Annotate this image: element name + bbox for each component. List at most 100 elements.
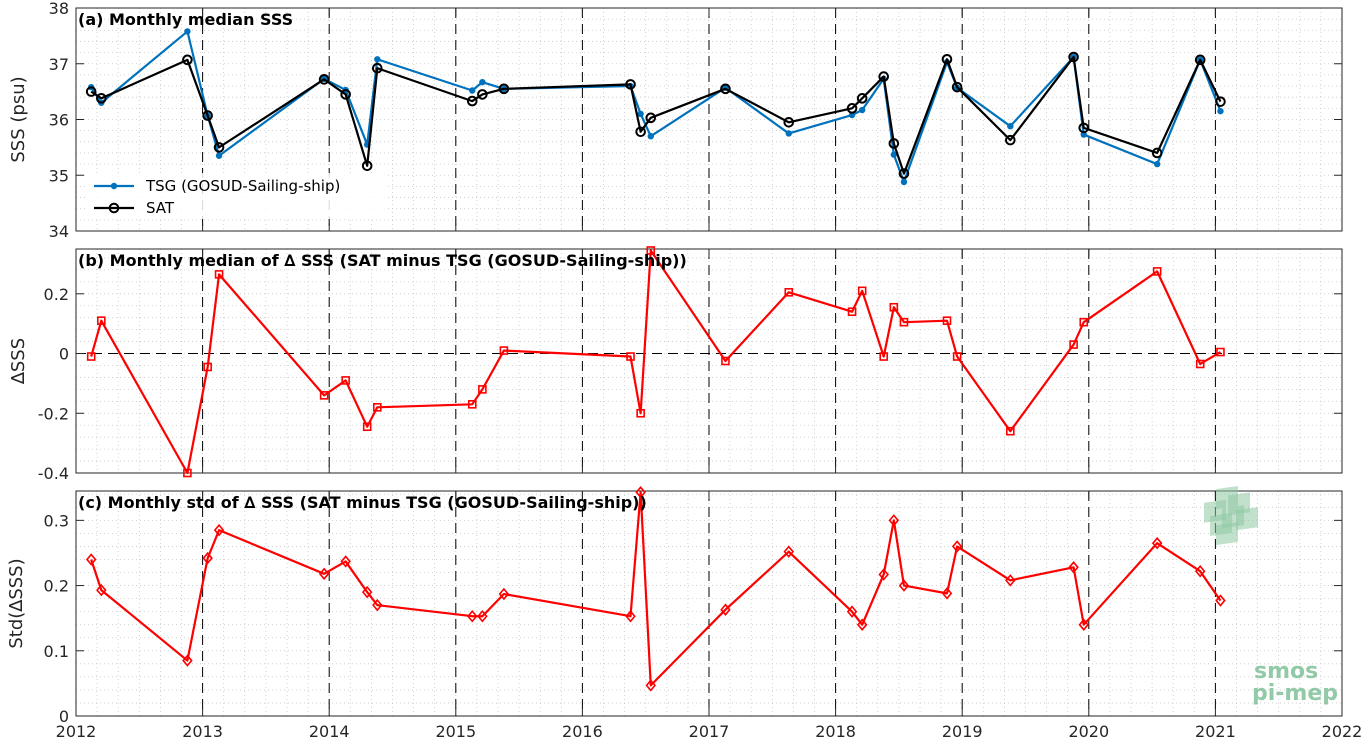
legend-marker: [108, 202, 120, 214]
data-point: [498, 83, 510, 95]
data-point: [467, 609, 478, 623]
data-point: [625, 79, 636, 90]
data-point: [96, 583, 107, 597]
data-point: [1194, 54, 1206, 66]
data-point: [858, 106, 866, 114]
data-point: [1152, 267, 1162, 276]
data-point: [625, 609, 636, 623]
data-point: [898, 579, 910, 592]
data-point: [85, 553, 97, 566]
y-axis-label: Std(∆SSS): [6, 558, 27, 648]
data-point: [466, 95, 478, 107]
data-point: [635, 486, 646, 499]
legend-label: TSG (GOSUD-Sailing-ship): [145, 177, 340, 195]
data-point: [467, 400, 477, 409]
data-point: [1006, 426, 1015, 436]
data-point: [647, 133, 654, 140]
data-point: [846, 605, 858, 618]
data-point: [857, 286, 867, 296]
panel-b-median-delta-sss: -0.4 -0.2 0 0.2 ∆SSS (b) Monthly median of ∆ …: [8, 246, 1343, 483]
data-point: [182, 54, 193, 66]
legend-box: [86, 173, 386, 219]
data-point: [361, 585, 373, 599]
data-point: [1005, 134, 1016, 146]
data-point: [1007, 122, 1014, 130]
data-point: [636, 408, 645, 418]
y-tick-label: 35: [49, 166, 69, 185]
data-point: [856, 618, 868, 631]
data-point: [890, 151, 898, 158]
data-point: [340, 555, 351, 568]
data-point: [361, 160, 373, 172]
data-point: [340, 89, 351, 100]
data-point: [202, 110, 213, 121]
y-tick-label: 36: [49, 111, 69, 130]
y-tick-label: 37: [49, 55, 69, 74]
data-point: [785, 130, 792, 137]
x-tick-label: 2022: [1322, 722, 1363, 741]
data-point: [1078, 122, 1090, 134]
data-point: [1151, 147, 1163, 159]
x-tick-label: 2013: [182, 722, 223, 741]
y-axis-label: SSS (psu): [8, 76, 29, 162]
data-point: [182, 654, 193, 667]
data-point: [1068, 51, 1079, 63]
data-point: [720, 83, 731, 95]
data-point: [85, 86, 97, 97]
data-point: [318, 567, 330, 581]
data-point: [952, 352, 962, 361]
data-point: [202, 551, 213, 565]
data-point: [97, 316, 106, 325]
x-tick-label: 2017: [689, 722, 730, 741]
logo-text-pimep: pi-mep: [1252, 681, 1338, 706]
x-tick-label: 2016: [562, 722, 603, 741]
x-tick-label: 2012: [56, 722, 97, 741]
data-point: [783, 545, 795, 558]
data-point: [783, 116, 795, 128]
data-point: [1079, 317, 1089, 327]
data-point: [477, 89, 488, 100]
series-line: [90, 55, 1222, 175]
data-point: [637, 110, 644, 118]
logo-text-smos: smos: [1254, 659, 1318, 684]
data-point: [1151, 536, 1163, 550]
data-point: [889, 302, 899, 312]
data-point: [1069, 340, 1078, 349]
data-point: [942, 316, 952, 325]
x-tick-label: 2014: [309, 722, 350, 741]
series-line: [90, 249, 1222, 475]
panel-a-monthly-median-sss: 34 35 36 37 38 SSS (psu) (a) Monthly median SS…: [8, 0, 1343, 241]
data-point: [888, 138, 900, 149]
data-point: [374, 56, 381, 63]
data-point: [213, 523, 225, 537]
data-point: [646, 246, 656, 255]
data-point: [878, 568, 889, 581]
data-point: [478, 385, 487, 394]
data-point: [214, 270, 224, 279]
y-tick-label: 0.1: [44, 642, 69, 661]
data-point: [878, 71, 890, 82]
data-point: [469, 87, 476, 94]
data-point: [213, 142, 225, 153]
data-point: [1217, 107, 1224, 115]
data-point: [941, 587, 953, 600]
data-point: [626, 352, 635, 361]
data-point: [498, 587, 510, 601]
series-series-0: [86, 246, 1225, 478]
panel-title: (a) Monthly median SSS: [78, 10, 293, 29]
data-point: [856, 93, 868, 104]
x-tick-label: 2019: [942, 722, 983, 741]
x-tick-label: 2020: [1068, 722, 1109, 741]
data-point: [1153, 160, 1161, 168]
y-tick-label: 34: [49, 222, 69, 241]
panel-title: (b) Monthly median of ∆ SSS (SAT minus T…: [78, 251, 687, 270]
data-point: [645, 112, 657, 124]
logo-tile: [1236, 507, 1258, 531]
data-point: [184, 28, 191, 35]
data-point: [941, 53, 953, 65]
series-sat: [85, 51, 1226, 179]
y-tick-label: -0.4: [38, 464, 69, 483]
data-point: [96, 93, 107, 104]
data-point: [721, 356, 730, 366]
